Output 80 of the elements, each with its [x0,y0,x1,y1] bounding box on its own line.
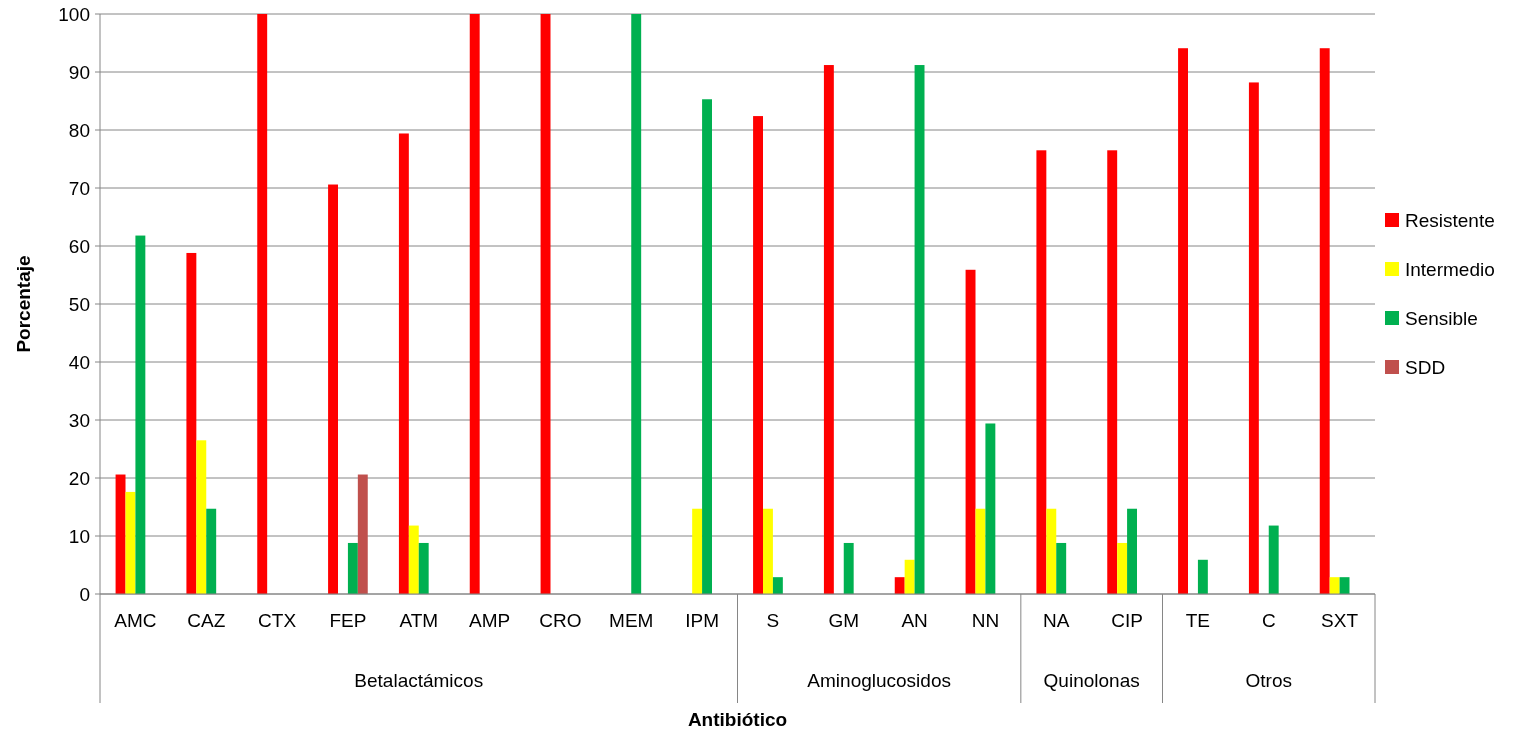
x-tick-label: NN [971,610,1000,631]
x-tick-label: AMP [468,610,511,631]
x-tick-label: MEM [609,610,654,631]
y-axis-title: Porcentaje [13,255,34,353]
x-tick-label: TE [1185,610,1211,631]
x-tick-label: FEP [329,610,367,631]
bar [418,542,429,594]
bar [357,474,368,594]
bar [894,577,905,594]
bar [1056,542,1067,594]
bar [1046,508,1057,594]
bar [1329,577,1340,594]
legend-label: Intermedio [1405,258,1495,280]
y-tick-label: 50 [68,293,90,315]
x-tick-label: CIP [1111,610,1143,631]
bar [772,577,783,594]
text: Quinolonas [1043,670,1140,691]
bar [965,269,976,594]
text: Betalactámicos [354,670,484,691]
bar [206,508,217,594]
bar [135,235,146,594]
bar [823,65,834,594]
y-tick-label: 90 [68,61,90,83]
y-tick-label: 20 [68,467,90,489]
legend-label: Sensible [1405,307,1478,329]
y-tick-label: 0 [79,583,90,605]
legend-label: Resistente [1405,209,1495,231]
x-tick-label: SXT [1321,610,1359,631]
bar [1107,150,1118,594]
bar [125,491,136,594]
y-tick-label: 80 [68,119,90,141]
bar [408,525,419,594]
bar [702,99,712,594]
y-tick-label: 60 [68,235,90,257]
x-tick-label: C [1261,610,1276,631]
bar [692,508,703,594]
bar [540,14,551,594]
bar [196,440,207,594]
bar [257,14,268,594]
bar [631,14,642,594]
x-tick-label: CTX [258,610,297,631]
bar [1268,525,1279,594]
x-tick-label: CRO [539,610,582,631]
bar [763,508,773,594]
bar [1248,82,1259,594]
bar [753,116,763,594]
bar [1197,559,1208,594]
bar [347,542,358,594]
text: Otros [1245,670,1292,691]
y-tick-label: 10 [68,525,90,547]
x-tick-label: IPM [685,610,719,631]
bar [186,252,197,594]
bar [115,474,126,594]
bar [1339,577,1350,594]
y-tick-label: 40 [68,351,90,373]
y-tick-label: 70 [68,177,90,199]
x-tick-label: NA [1043,610,1070,631]
bar [914,65,925,594]
legend-label: SDD [1405,356,1446,378]
bar [904,559,915,594]
bar [1036,150,1047,594]
bar [328,184,338,594]
bar [1178,48,1188,594]
bar [1117,542,1128,594]
x-tick-label: AN [901,610,928,631]
y-tick-label: 30 [68,409,90,431]
bar [469,14,480,594]
bar [843,542,854,594]
y-tick-label: 100 [58,3,90,25]
bar [1319,48,1330,594]
x-tick-label: ATM [399,610,439,631]
x-tick-label: GM [828,610,860,631]
x-tick-label: S [766,610,780,631]
bar [985,423,996,594]
x-tick-label: AMC [114,610,157,631]
bar [398,133,409,594]
x-tick-label: CAZ [187,610,226,631]
bar [1127,508,1137,594]
text: Aminoglucosidos [807,670,951,691]
x-axis-title: Antibiótico [687,709,788,730]
